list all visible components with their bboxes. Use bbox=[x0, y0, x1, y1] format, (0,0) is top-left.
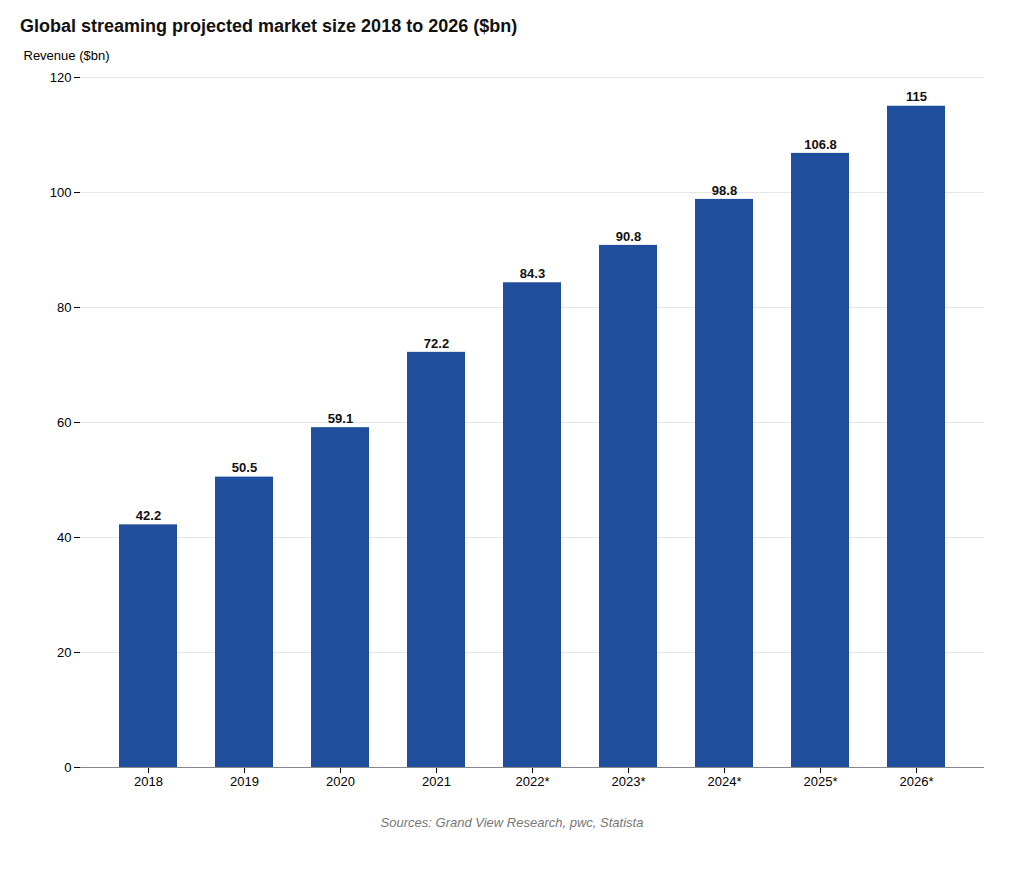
svg-text:0: 0 bbox=[64, 760, 71, 775]
svg-text:84.3: 84.3 bbox=[520, 266, 545, 281]
svg-text:Revenue ($bn): Revenue ($bn) bbox=[24, 48, 110, 63]
svg-text:115: 115 bbox=[906, 89, 927, 104]
svg-text:106.8: 106.8 bbox=[804, 137, 837, 152]
svg-text:50.5: 50.5 bbox=[232, 460, 257, 475]
svg-text:72.2: 72.2 bbox=[424, 336, 449, 351]
svg-text:2025*: 2025* bbox=[804, 774, 838, 789]
html-text:Sources: Grand View Research,: Sources: Grand View Research, pwc, Stati… bbox=[380, 815, 644, 830]
html-text:Global streaming projected mar: Global streaming projected market size 2… bbox=[20, 16, 518, 36]
svg-text:90.8: 90.8 bbox=[616, 229, 641, 244]
svg-text:40: 40 bbox=[57, 530, 71, 545]
svg-text:2024*: 2024* bbox=[708, 774, 742, 789]
svg-text:2022*: 2022* bbox=[516, 774, 550, 789]
svg-text:42.2: 42.2 bbox=[136, 508, 161, 523]
svg-text:2021: 2021 bbox=[422, 774, 451, 789]
svg-text:80: 80 bbox=[57, 300, 71, 315]
svg-text:60: 60 bbox=[57, 415, 71, 430]
svg-text:100: 100 bbox=[50, 185, 72, 200]
svg-text:2026*: 2026* bbox=[900, 774, 934, 789]
svg-text:98.8: 98.8 bbox=[712, 183, 737, 198]
svg-text:2019: 2019 bbox=[230, 774, 259, 789]
svg-text:120: 120 bbox=[50, 70, 72, 85]
svg-text:2020: 2020 bbox=[326, 774, 355, 789]
svg-text:2023*: 2023* bbox=[612, 774, 646, 789]
svg-text:2018: 2018 bbox=[134, 774, 163, 789]
svg-text:20: 20 bbox=[57, 645, 71, 660]
svg-text:59.1: 59.1 bbox=[328, 411, 353, 426]
